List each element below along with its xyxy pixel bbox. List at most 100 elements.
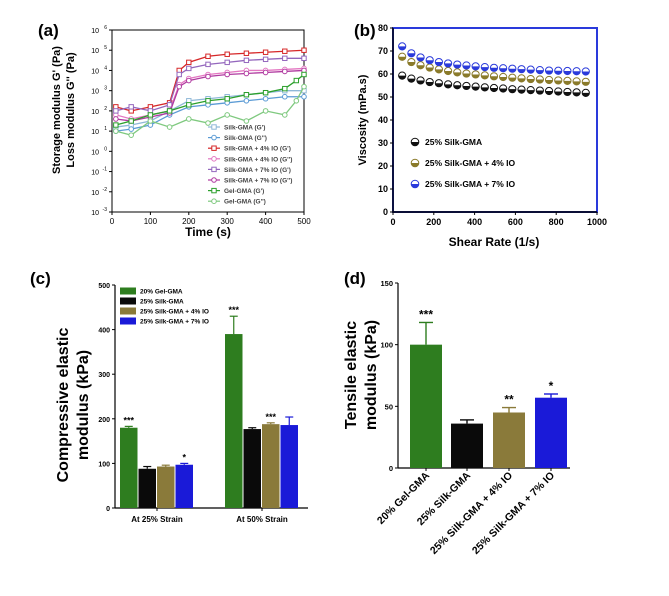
panel-b-data-point-fill [453,85,461,89]
panel-b-ytick-label: 30 [378,138,388,148]
panel-d-ytick-label: 50 [385,402,393,411]
panel-a-data-point [224,96,230,102]
panel-c-ylabel-line1: Compressive elastic [55,328,72,483]
panel-b: (b) Viscosity (mPa.s) Shear Rate (1/s) 0… [354,21,607,249]
panel-a-data-point [243,97,250,104]
panel-a-data-point [262,95,269,102]
panel-b-legend: 25% Silk-GMA 25% Silk-GMA + 4% IO 25% Silk… [410,137,516,189]
panel-c-legend-swatch [120,297,136,305]
panel-b-data-point-fill [490,88,498,92]
panel-a-legend-label: Silk-GMA + 4% IO (G'') [224,156,292,163]
panel-a-data-point [113,116,119,122]
panel-a-xtick-label: 200 [182,217,196,226]
panel-b-legend-marker-fill [411,142,419,146]
panel-d-ytick-label: 0 [389,464,393,473]
panel-a-legend-label: Silk-GMA + 4% IO (G') [224,146,291,153]
panel-a-data-point [186,102,192,108]
panel-a-data-point [224,71,230,78]
panel-a-legend-label: Gel-GMA (G') [224,188,264,195]
panel-b-xtick-label: 600 [508,217,523,227]
panel-c-bar [138,468,156,508]
panel-a-data-point [293,77,300,84]
panel-b-data-point-fill [536,70,544,74]
panel-b-data-point-fill [481,87,489,91]
panel-c-legend: 20% Gel-GMA 25% Silk-GMA 25% Silk-GMA + 4%… [120,287,209,326]
panel-a-data-point [243,50,250,56]
panel-a-xtick-label: 500 [297,217,311,226]
panel-c-ylabel-line2: modulus (kPa) [75,350,92,460]
panel-a-series-line [115,69,305,122]
panel-b-legend-marker-fill [411,184,419,188]
panel-a-ytick-label: 10 [91,210,99,217]
panel-c-ytick-label: 400 [98,328,110,335]
panel-a-data-point [128,132,134,138]
panel-a-data-point [166,102,173,108]
panel-b-data-point-fill [499,68,507,72]
panel-b-data-point-fill [536,79,544,84]
panel-a-legend-label: Silk-GMA (G') [224,125,265,132]
panel-b-label: (b) [354,21,376,40]
panel-a-frame [111,29,305,213]
panel-a-legend-label: Gel-GMA (G'') [224,199,266,206]
panel-b-data-point-fill [517,89,526,94]
panel-a-data-point [186,116,192,122]
panel-a-data-point [205,61,211,68]
panel-a-data-point [147,118,154,124]
panel-a-data-point [113,128,119,134]
panel-a-data-point [113,108,119,114]
panel-b-data-point-fill [545,79,553,84]
panel-b-data-point-fill [545,70,553,75]
panel-a-legend-label: Silk-GMA (G'') [224,135,267,142]
panel-a-ytick-label: 10 [91,149,99,156]
panel-a-ytick-exponent: 2 [104,106,107,112]
panel-b-data-point-fill [517,78,526,82]
panel-a-legend-marker [211,156,217,162]
panel-c-label: (c) [30,269,51,288]
panel-b-xtick-label: 1000 [587,217,607,227]
panel-c-xtick-label: At 25% Strain [131,515,183,524]
panel-b-data-point-fill [426,82,434,86]
panel-b-data-point-fill [416,57,425,62]
panel-a-ytick-exponent: 5 [104,45,107,51]
panel-a-data-point [293,97,300,104]
panel-c-legend-swatch [120,317,136,325]
panel-a-ytick-label: 10 [91,68,99,75]
panel-b-data-point-fill [407,78,415,83]
panel-b-data-point-fill [527,90,535,94]
panel-a-data-point [262,89,269,96]
panel-b-data-point-fill [453,64,461,69]
panel-b-data-point-fill [481,75,489,79]
panel-b-data-point-fill [444,84,452,88]
panel-c-legend-label: 20% Gel-GMA [140,289,183,296]
panel-a-data-point [147,112,154,118]
panel-b-data-point-fill [481,67,489,71]
panel-a-data-point [176,71,182,78]
panel-c-bar [120,427,138,508]
panel-d-significance: *** [419,307,433,321]
panel-b-data-point-fill [563,80,572,85]
panel-b-data-point-fill [582,92,590,97]
panel-a-data-point [176,83,182,90]
panel-b-xtick-label: 0 [390,217,395,227]
panel-a-data-point [186,77,192,84]
panel-b-data-point-fill [398,75,406,80]
panel-b-plot: 0 200 400 600 800 1000 0 10 20 30 40 50 60 70 80 [378,23,607,227]
panel-b-data-point-fill [426,67,434,72]
panel-d-ylabel-line2: modulus (kPa) [363,320,380,430]
panel-c-ytick-label: 300 [98,372,110,379]
panel-a-data-point [186,59,192,66]
panel-c-legend-label: 25% Silk-GMA + 7% IO [140,319,209,326]
panel-a-data-point [243,57,250,64]
panel-a-ytick-label: 10 [91,48,99,55]
panel-b-data-point-fill [398,46,406,51]
panel-a-data-point [282,48,288,54]
panel-b-ytick-label: 60 [378,69,388,79]
panel-b-data-point-fill [472,74,480,79]
panel-b-data-point-fill [554,70,562,75]
panel-b-data-point-fill [508,68,516,73]
panel-b-legend-label: 25% Silk-GMA + 4% IO [425,158,516,168]
panel-b-data-point-fill [490,76,498,80]
panel-c-ytick-label: 500 [98,283,110,290]
